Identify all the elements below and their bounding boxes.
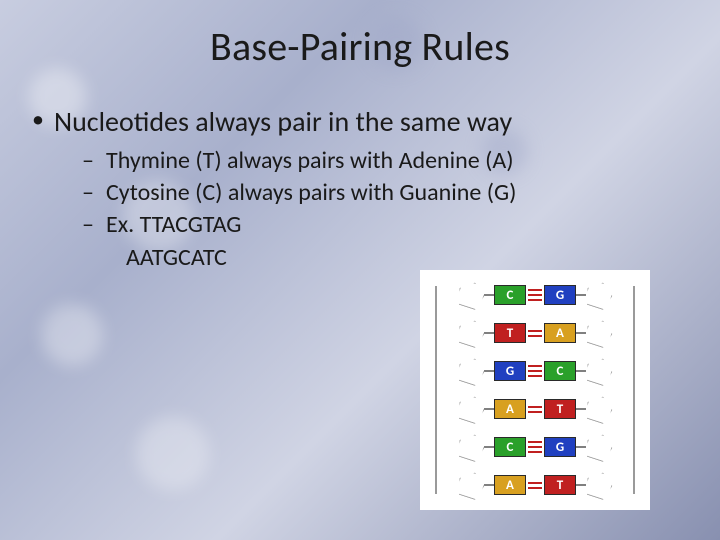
connector bbox=[484, 370, 494, 372]
hbond bbox=[526, 399, 544, 419]
pentagon-left bbox=[455, 279, 488, 312]
base-right: G bbox=[544, 285, 576, 305]
bullet-sub-1: Thymine (T) always pairs with Adenine (A… bbox=[82, 145, 690, 177]
connector bbox=[576, 370, 586, 372]
hbond bbox=[526, 323, 544, 343]
pentagon-right bbox=[583, 279, 616, 312]
connector bbox=[576, 408, 586, 410]
connector bbox=[484, 332, 494, 334]
pentagon-right bbox=[583, 393, 616, 426]
hbond bbox=[526, 437, 544, 457]
slide-body: Nucleotides always pair in the same way … bbox=[0, 71, 720, 274]
base-right: T bbox=[544, 399, 576, 419]
rung-1: CG bbox=[424, 276, 646, 314]
rung-2: TA bbox=[424, 314, 646, 352]
connector bbox=[576, 332, 586, 334]
base-right: G bbox=[544, 437, 576, 457]
bullet-sub-3: Ex. TTACGTAG bbox=[82, 209, 690, 241]
sub-bullets: Thymine (T) always pairs with Adenine (A… bbox=[30, 145, 690, 241]
pentagon-right bbox=[583, 355, 616, 388]
connector bbox=[576, 294, 586, 296]
connector bbox=[484, 294, 494, 296]
connector bbox=[484, 446, 494, 448]
pentagon-right bbox=[583, 317, 616, 350]
base-left: C bbox=[494, 437, 526, 457]
rung-3: GC bbox=[424, 352, 646, 390]
base-left: T bbox=[494, 323, 526, 343]
base-left: C bbox=[494, 285, 526, 305]
slide-title: Base-Pairing Rules bbox=[0, 0, 720, 71]
hbond bbox=[526, 285, 544, 305]
example-answer: AATGCATC bbox=[30, 242, 690, 274]
slide-content: Base-Pairing Rules Nucleotides always pa… bbox=[0, 0, 720, 274]
pentagon-right bbox=[583, 469, 616, 502]
dna-diagram: CGTAGCATCGAT bbox=[420, 270, 650, 510]
bullet-main: Nucleotides always pair in the same way bbox=[30, 105, 690, 139]
base-right: C bbox=[544, 361, 576, 381]
connector bbox=[576, 446, 586, 448]
pentagon-left bbox=[455, 393, 488, 426]
base-left: A bbox=[494, 475, 526, 495]
bullet-sub-2: Cytosine (C) always pairs with Guanine (… bbox=[82, 177, 690, 209]
rung-6: AT bbox=[424, 466, 646, 504]
pentagon-left bbox=[455, 469, 488, 502]
pentagon-left bbox=[455, 431, 488, 464]
pentagon-left bbox=[455, 355, 488, 388]
pentagon-left bbox=[455, 317, 488, 350]
pentagon-right bbox=[583, 431, 616, 464]
base-left: G bbox=[494, 361, 526, 381]
connector bbox=[484, 484, 494, 486]
base-right: T bbox=[544, 475, 576, 495]
rung-5: CG bbox=[424, 428, 646, 466]
rung-4: AT bbox=[424, 390, 646, 428]
hbond bbox=[526, 475, 544, 495]
hbond bbox=[526, 361, 544, 381]
base-left: A bbox=[494, 399, 526, 419]
connector bbox=[484, 408, 494, 410]
base-right: A bbox=[544, 323, 576, 343]
connector bbox=[576, 484, 586, 486]
slide: Base-Pairing Rules Nucleotides always pa… bbox=[0, 0, 720, 540]
